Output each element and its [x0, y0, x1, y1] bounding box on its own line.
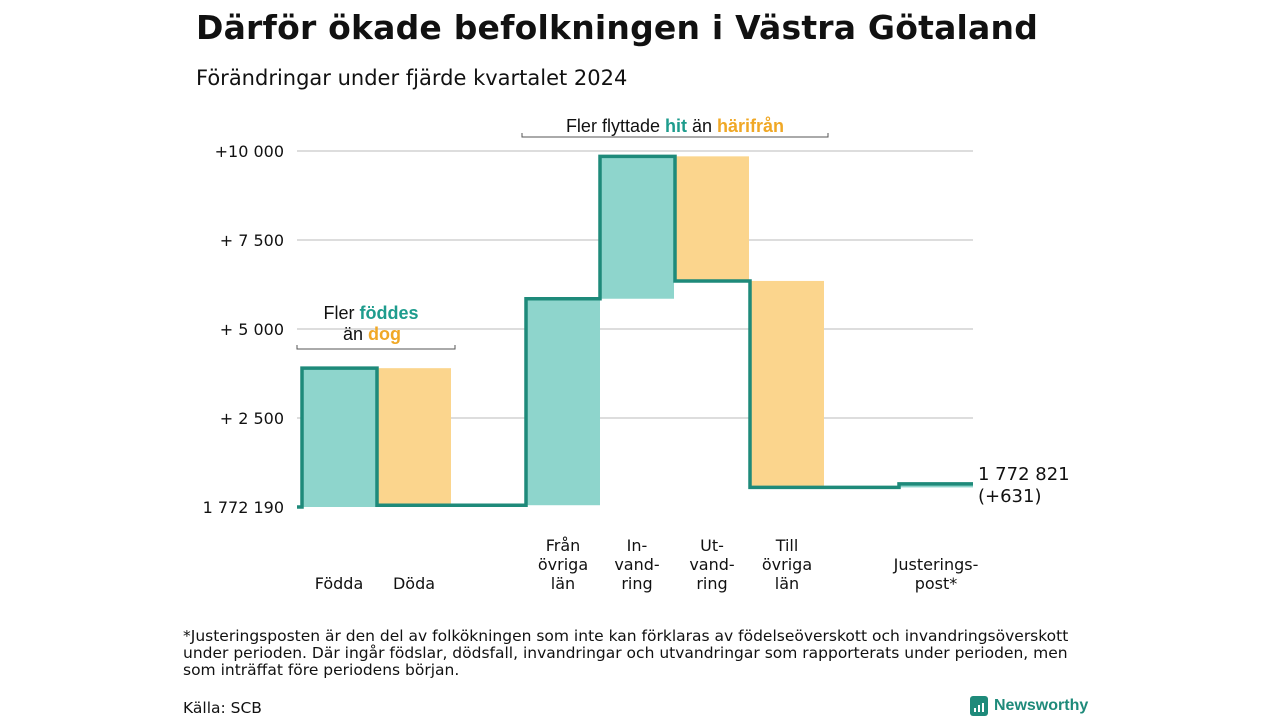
y-tick-label: + 2 500 — [220, 409, 284, 428]
end-change-label: (+631) — [978, 486, 1041, 507]
y-tick-label: +10 000 — [215, 142, 284, 161]
annotation-bracket — [296, 345, 456, 350]
x-category-label: Från övriga län — [538, 536, 588, 593]
waterfall-bar — [675, 156, 749, 281]
source-label: Källa: SCB — [183, 699, 262, 717]
annotation-bracket — [521, 133, 829, 138]
footnote: *Justeringsposten är den del av folkökni… — [183, 627, 1069, 679]
waterfall-bar — [600, 156, 674, 299]
chart-subtitle: Förändringar under fjärde kvartalet 2024 — [196, 66, 628, 90]
annotation-migration: Fler flyttade hit än härifrån — [566, 116, 784, 136]
waterfall-bar — [302, 368, 376, 507]
cumulative-step-line — [297, 154, 973, 509]
waterfall-bar — [377, 368, 451, 506]
brand-name: Newsworthy — [994, 697, 1089, 714]
annotation-births-deaths-line2: än dog — [343, 324, 401, 344]
x-category-label: In-vand-ring — [614, 536, 659, 593]
waterfall-bar — [750, 280, 824, 488]
brand-logo: Newsworthy — [970, 696, 1088, 716]
end-value-label: 1 772 821 — [978, 464, 1070, 485]
waterfall-bar — [899, 483, 973, 488]
chart-title: Därför ökade befolkningen i Västra Götal… — [196, 8, 1039, 47]
bar-chart-icon — [970, 696, 988, 716]
waterfall-bar — [526, 298, 600, 506]
x-category-label: Födda — [315, 574, 364, 593]
x-category-label: Döda — [393, 574, 435, 593]
annotation-births-deaths-line1: Fler föddes — [323, 303, 418, 323]
x-category-label: Justerings-post* — [893, 555, 979, 593]
y-tick-label: + 7 500 — [220, 231, 284, 250]
x-category-label: Till övriga län — [762, 536, 812, 593]
y-tick-label: + 5 000 — [220, 320, 284, 339]
y-tick-label: 1 772 190 — [203, 498, 284, 517]
x-category-label: Ut-vand-ring — [689, 536, 734, 593]
